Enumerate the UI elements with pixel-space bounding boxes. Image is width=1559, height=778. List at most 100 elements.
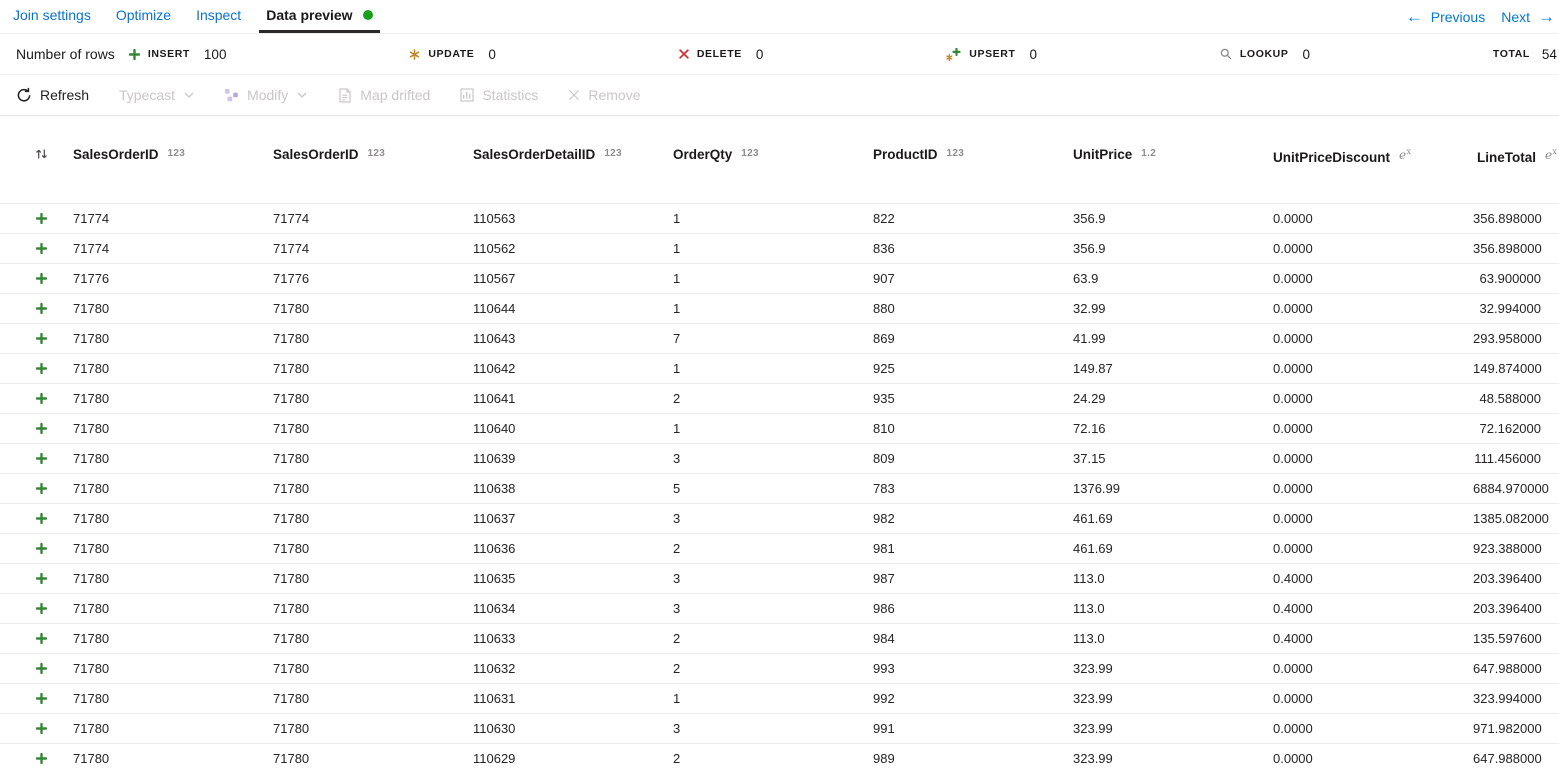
- row-marker-cell: [0, 294, 73, 324]
- map-drifted-button[interactable]: Map drifted: [337, 87, 430, 103]
- row-marker-cell: [0, 744, 73, 774]
- cell: 1: [673, 421, 681, 436]
- tab-data-preview[interactable]: Data preview: [259, 0, 380, 33]
- column-type-badge: ex: [1545, 147, 1558, 162]
- insert-row-icon: [36, 213, 73, 224]
- table-row-17[interactable]: 71780 71780 110630 3 991 323.99 0.0000 971.9820…: [0, 713, 1559, 744]
- column-header-unitpricediscount-6[interactable]: UnitPriceDiscount ex: [1273, 147, 1473, 204]
- cell: 0.0000: [1273, 661, 1313, 676]
- table-row-8[interactable]: 71780 71780 110639 3 809 37.15 0.0000 111.45600…: [0, 443, 1559, 474]
- cell: 71780: [73, 541, 110, 556]
- row-marker-cell: [0, 414, 73, 444]
- cell: 110644: [473, 301, 516, 316]
- cell: 0.0000: [1273, 211, 1313, 226]
- cell: 810: [873, 421, 895, 436]
- cell: 7: [673, 331, 681, 346]
- table-row-6[interactable]: 71780 71780 110641 2 935 24.29 0.0000 48.588000: [0, 383, 1559, 414]
- refresh-label: Refresh: [40, 87, 90, 103]
- cell: 989: [873, 751, 895, 767]
- stat-lookup-value: 0: [1302, 46, 1310, 62]
- table-row-7[interactable]: 71780 71780 110640 1 810 72.16 0.0000 72.162000: [0, 413, 1559, 444]
- cell: 986: [873, 601, 895, 616]
- insert-row-icon: [36, 573, 73, 584]
- table-row-13[interactable]: 71780 71780 110634 3 986 113.0 0.4000 203.39640…: [0, 593, 1559, 624]
- refresh-button[interactable]: Refresh: [16, 87, 89, 103]
- next-button[interactable]: Next: [1501, 8, 1530, 25]
- table-row-1[interactable]: 71774 71774 110562 1 836 356.9 0.0000 356.89800…: [0, 233, 1559, 264]
- row-marker-cell: [0, 234, 73, 264]
- cell: 0.0000: [1273, 481, 1313, 496]
- sort-column-header[interactable]: [0, 147, 73, 204]
- cell: 41.99: [1073, 331, 1106, 346]
- table-row-9[interactable]: 71780 71780 110638 5 783 1376.99 0.0000 6884.97…: [0, 473, 1559, 504]
- table-row-5[interactable]: 71780 71780 110642 1 925 149.87 0.0000 149.8740…: [0, 353, 1559, 384]
- cell: 71780: [273, 721, 310, 736]
- stat-insert-label: INSERT: [147, 48, 190, 60]
- cell: 880: [873, 301, 895, 316]
- cell: 925: [873, 361, 895, 376]
- column-header-linetotal-7[interactable]: LineTotal ex: [1473, 147, 1559, 204]
- tab-inspect[interactable]: Inspect: [189, 0, 248, 33]
- table-row-16[interactable]: 71780 71780 110631 1 992 323.99 0.0000 323.9940…: [0, 683, 1559, 714]
- column-type-badge: 123: [367, 148, 386, 159]
- table-row-18[interactable]: 71780 71780 110629 2 989 323.99 0.0000 647.9880…: [0, 743, 1559, 774]
- column-header-salesorderdetailid-2[interactable]: SalesOrderDetailID 123: [473, 147, 673, 204]
- column-name: UnitPrice: [1073, 147, 1133, 162]
- stat-insert: INSERT 100: [128, 47, 226, 62]
- insert-row-icon: [36, 393, 73, 404]
- cell: 293.958000: [1473, 331, 1542, 346]
- statistics-button[interactable]: Statistics: [460, 87, 538, 103]
- cell: 149.874000: [1473, 361, 1542, 376]
- insert-row-icon: [36, 603, 73, 614]
- tab-bar: Join settings Optimize Inspect Data preview…: [0, 0, 1559, 34]
- stat-delete-value: 0: [755, 46, 764, 62]
- cell: 356.9: [1073, 211, 1106, 226]
- column-header-orderqty-3[interactable]: OrderQty 123: [673, 147, 873, 204]
- previous-arrow-icon: ←: [1405, 7, 1423, 26]
- data-grid: SalesOrderID 123 SalesOrderID 123 SalesOrder…: [0, 147, 1559, 774]
- cell: 0.0000: [1273, 241, 1313, 256]
- column-header-unitprice-5[interactable]: UnitPrice 1.2: [1073, 147, 1273, 204]
- cell: 110638: [473, 481, 516, 496]
- table-row-14[interactable]: 71780 71780 110633 2 984 113.0 0.4000 135.59760…: [0, 623, 1559, 654]
- cell: 203.396400: [1473, 571, 1542, 586]
- previous-button[interactable]: Previous: [1430, 8, 1486, 25]
- cell: 2: [673, 391, 681, 406]
- column-header-salesorderid-0[interactable]: SalesOrderID 123: [73, 147, 273, 204]
- cell: 71780: [273, 301, 310, 316]
- tab-join-settings[interactable]: Join settings: [6, 0, 98, 33]
- cell: 71780: [273, 451, 310, 466]
- table-row-10[interactable]: 71780 71780 110637 3 982 461.69 0.0000 1385.082…: [0, 503, 1559, 534]
- cell: 984: [873, 631, 895, 646]
- remove-button[interactable]: Remove: [568, 87, 641, 103]
- cell: 71780: [73, 451, 110, 466]
- table-row-15[interactable]: 71780 71780 110632 2 993 323.99 0.0000 647.9880…: [0, 653, 1559, 684]
- modify-button[interactable]: Modify: [224, 87, 307, 103]
- typecast-button[interactable]: Typecast: [119, 87, 194, 103]
- cell: 71780: [273, 661, 310, 676]
- cell: 982: [873, 511, 895, 526]
- number-of-rows-group: Number of rows INSERT 100: [16, 46, 226, 62]
- insert-row-icon: [36, 633, 73, 644]
- cell: 3: [673, 601, 681, 616]
- insert-row-icon: [36, 333, 73, 344]
- table-row-3[interactable]: 71780 71780 110644 1 880 32.99 0.0000 32.994000: [0, 293, 1559, 324]
- column-header-productid-4[interactable]: ProductID 123: [873, 147, 1073, 204]
- column-type-badge: 123: [741, 148, 759, 159]
- column-header-salesorderid-1[interactable]: SalesOrderID 123: [273, 147, 473, 204]
- cell: 37.15: [1073, 451, 1106, 466]
- cell: 1: [673, 361, 681, 376]
- cell: 3: [673, 571, 681, 586]
- modify-label: Modify: [247, 87, 289, 103]
- table-row-2[interactable]: 71776 71776 110567 1 907 63.9 0.0000 63.900000: [0, 263, 1559, 294]
- table-row-11[interactable]: 71780 71780 110636 2 981 461.69 0.0000 923.3880…: [0, 533, 1559, 564]
- table-row-4[interactable]: 71780 71780 110643 7 869 41.99 0.0000 293.95800…: [0, 323, 1559, 354]
- table-row-12[interactable]: 71780 71780 110635 3 987 113.0 0.4000 203.39640…: [0, 563, 1559, 594]
- table-row-0[interactable]: 71774 71774 110563 1 822 356.9 0.0000 356.89800…: [0, 203, 1559, 234]
- tab-optimize[interactable]: Optimize: [109, 0, 178, 33]
- cell: 2: [673, 661, 681, 676]
- cell: 356.9: [1073, 241, 1106, 256]
- cell: 323.99: [1073, 721, 1113, 736]
- cell: 71780: [273, 691, 310, 706]
- insert-icon: [128, 48, 140, 60]
